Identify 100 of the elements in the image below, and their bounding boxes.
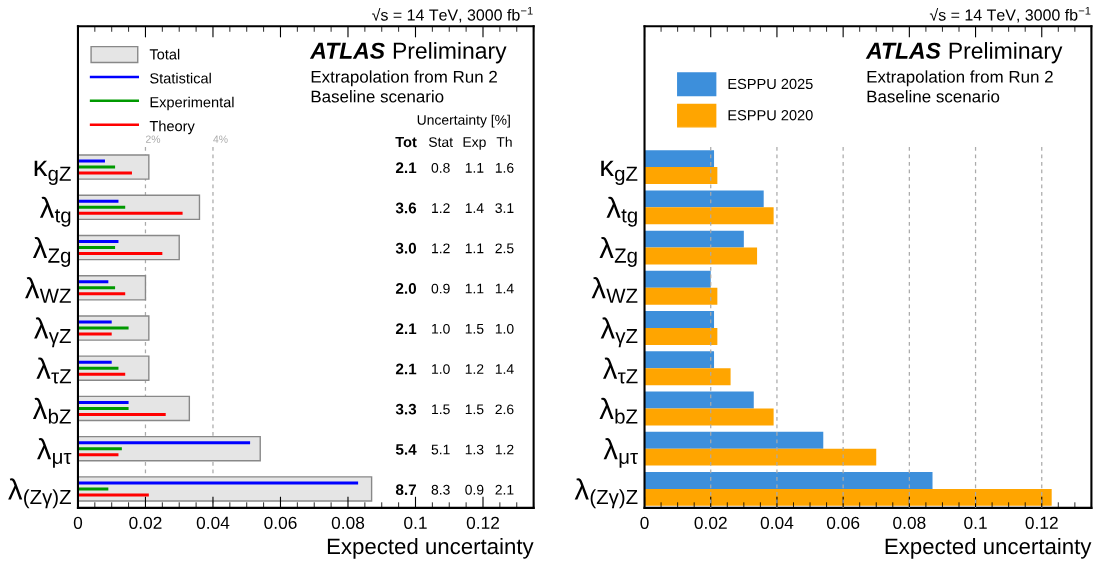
text: Baseline scenario xyxy=(867,90,1000,103)
bar xyxy=(77,252,163,256)
legend-label: Theory xyxy=(149,120,195,135)
bar xyxy=(77,246,116,250)
annotation: 2.5 xyxy=(495,243,514,254)
annotation: Tot xyxy=(395,137,417,148)
annotation: 3.3 xyxy=(395,403,417,415)
annotation: 1.3 xyxy=(465,444,484,455)
annotation: 0.9 xyxy=(431,283,450,294)
bar xyxy=(77,453,119,457)
y-tick-label: λ$_{WZ}$ xyxy=(25,277,71,303)
x-tick-label: 0.02 xyxy=(129,516,162,529)
bar xyxy=(77,406,129,410)
bar xyxy=(77,211,183,215)
y-tick-label: κ$_{gZ}$ xyxy=(601,160,638,185)
text: Th xyxy=(496,136,512,147)
bar xyxy=(644,311,715,329)
bar xyxy=(77,280,109,284)
annotation: Stat xyxy=(428,137,453,147)
bar xyxy=(644,431,824,449)
legend-label: Experimental xyxy=(150,96,234,111)
annotation: 1.2 xyxy=(432,243,450,254)
text: Baseline scenario xyxy=(311,90,444,103)
x-axis-title: Expected uncertainty xyxy=(327,537,534,559)
annotation: 1.6 xyxy=(495,162,514,173)
bar xyxy=(644,270,711,288)
bar xyxy=(77,171,132,175)
x-tick-label: 0 xyxy=(73,516,83,529)
y-tick-label: λ$_{μτ}$ xyxy=(37,438,72,468)
annotation: 2.0 xyxy=(395,283,417,294)
y-tick-label: λ$_{WZ}$ xyxy=(591,277,638,303)
y-tick-label: λ$_{bZ}$ xyxy=(599,397,638,424)
annotation: 1.4 xyxy=(495,283,514,294)
y-tick-label: λ$_{tg}$ xyxy=(39,196,71,227)
x-tick-label: 0 xyxy=(640,516,649,529)
bar xyxy=(77,320,112,324)
bar xyxy=(77,239,119,243)
chart-title: √s = 14 TeV, 3000 fb$^{−1}$ xyxy=(929,6,1091,23)
y-tick-label: λ$_{τZ}$ xyxy=(603,357,638,384)
bar xyxy=(77,447,122,451)
bar xyxy=(644,448,877,466)
text: ATLAS xyxy=(865,42,941,59)
annotation: 3.0 xyxy=(395,242,417,254)
annotation: 1.2 xyxy=(465,364,484,374)
bar xyxy=(644,408,774,426)
x-tick-label: 0.08 xyxy=(893,516,926,529)
x-tick-label: 0.06 xyxy=(826,516,860,529)
bar xyxy=(77,360,112,364)
annotation: 1.5 xyxy=(465,324,484,334)
bar xyxy=(644,287,718,305)
y-tick-label: λ$_{τZ}$ xyxy=(36,357,71,384)
bar xyxy=(644,190,764,208)
bar xyxy=(77,366,119,370)
annotation: 1.2 xyxy=(432,203,450,213)
y-tick-label: λ$_{γZ}$ xyxy=(600,317,638,348)
y-tick-label: λ$_{(Zγ)Z}$ xyxy=(574,478,638,509)
bar xyxy=(77,487,109,491)
annotation: 1.0 xyxy=(432,323,450,334)
x-tick-label: 0.06 xyxy=(264,516,297,529)
ref-line-label: 4% xyxy=(213,135,228,143)
annotation: 8.7 xyxy=(395,484,416,496)
x-tick-label: 0.04 xyxy=(196,516,230,529)
text: Extrapolation from Run 2 xyxy=(867,70,1053,87)
x-tick-label: 0.12 xyxy=(1025,516,1058,529)
bar xyxy=(644,368,731,386)
text: Preliminary xyxy=(393,42,507,64)
y-tick-label: λ$_{tg}$ xyxy=(606,196,637,227)
x-axis-title: Expected uncertainty xyxy=(885,537,1092,559)
annotation: 1.0 xyxy=(432,364,450,374)
annotation: 2.1 xyxy=(395,162,417,174)
y-tick-label: λ$_{bZ}$ xyxy=(32,397,71,424)
bar xyxy=(644,150,715,168)
annotation: 1.2 xyxy=(495,444,514,455)
annotation: 1.4 xyxy=(495,364,514,374)
y-tick-label: λ$_{(Zγ)Z}$ xyxy=(8,478,71,509)
chart-title: √s = 14 TeV, 3000 fb$^{−1}$ xyxy=(372,6,533,23)
annotation: 2.6 xyxy=(495,404,514,415)
bar xyxy=(644,351,715,369)
annotation: 1.5 xyxy=(465,404,484,415)
x-tick-label: 0.1 xyxy=(404,516,427,529)
bar xyxy=(644,488,1052,506)
annotation: 1.1 xyxy=(465,243,484,254)
x-tick-label: 0.08 xyxy=(331,516,365,529)
y-tick-label: λ$_{Zg}$ xyxy=(32,236,71,267)
bar xyxy=(77,326,129,330)
x-tick-label: 0.04 xyxy=(760,516,794,529)
annotation: 0.8 xyxy=(431,162,450,173)
annotation: 1.4 xyxy=(465,203,484,213)
bar xyxy=(77,159,105,163)
annotation: 2.1 xyxy=(395,363,417,375)
annotation: 2.1 xyxy=(495,484,514,495)
bar xyxy=(644,247,758,265)
legend-label: Total xyxy=(149,48,180,60)
x-tick-label: 0.1 xyxy=(964,516,987,529)
annotation: 2.1 xyxy=(395,323,417,334)
annotation: Exp xyxy=(463,137,486,150)
annotation: 3.6 xyxy=(395,202,417,214)
legend-label: ESPPU 2020 xyxy=(728,110,813,121)
y-tick-label: λ$_{γZ}$ xyxy=(34,317,71,348)
bar xyxy=(644,472,933,489)
